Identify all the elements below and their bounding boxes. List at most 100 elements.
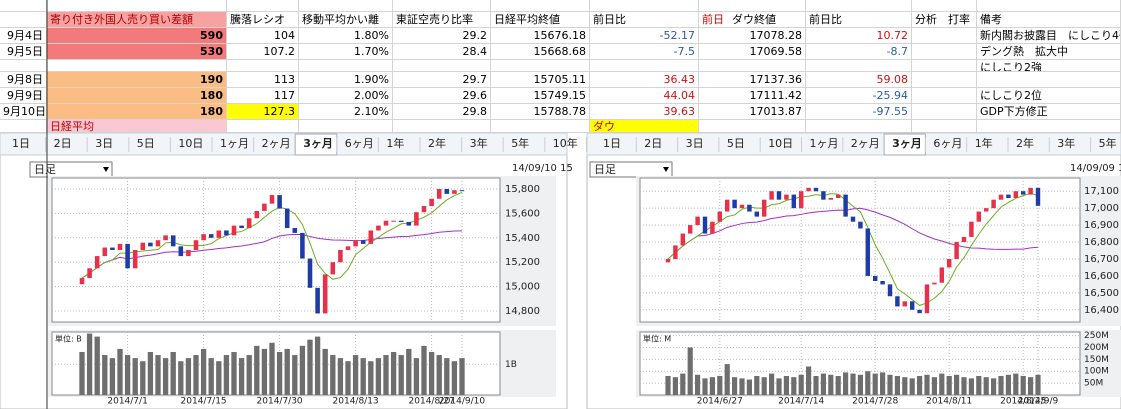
y-tick-label: 17,100	[1084, 186, 1119, 197]
period-tab[interactable]: 3年	[470, 136, 488, 150]
data-cell: 180	[47, 88, 227, 104]
volume-bar	[254, 345, 260, 395]
candle	[887, 284, 893, 297]
period-tab[interactable]: 1日	[603, 137, 621, 150]
candle	[946, 258, 952, 268]
candle	[429, 198, 434, 207]
volume-bar	[276, 351, 283, 395]
volume-bar	[954, 374, 960, 395]
data-cell	[590, 60, 699, 72]
period-select[interactable]	[589, 161, 673, 178]
period-tab[interactable]: 2日	[644, 137, 662, 150]
candle	[186, 250, 191, 257]
period-tab[interactable]: 3年	[1057, 136, 1075, 150]
volume-unit: 単位: M	[643, 334, 671, 344]
volume-bar	[421, 345, 427, 395]
candle	[421, 206, 427, 213]
volume-bar	[444, 358, 450, 395]
cell	[299, 0, 393, 12]
volume-bar	[223, 355, 230, 395]
volume-bar	[79, 351, 85, 395]
period-tab[interactable]: 5年	[1099, 136, 1117, 150]
volume-tick-label: 150M	[1084, 355, 1109, 365]
period-tab[interactable]: 3日	[95, 137, 113, 150]
period-tab[interactable]: 10日	[178, 137, 203, 150]
volume-bar	[322, 348, 328, 395]
volume-bar	[246, 355, 252, 395]
candle	[776, 191, 782, 200]
period-tab[interactable]: 2ヶ月	[851, 137, 880, 150]
volume-bar	[208, 358, 214, 395]
period-tab[interactable]: 3ヶ月	[892, 137, 922, 150]
volume-bar	[307, 339, 313, 395]
period-tab[interactable]: 10年	[553, 136, 578, 150]
y-tick-label: 15,200	[505, 257, 540, 268]
volume-bar	[337, 358, 344, 395]
volume-bar	[695, 374, 701, 395]
volume-bar	[865, 371, 871, 395]
volume-bar	[390, 351, 397, 395]
candle	[1006, 194, 1011, 198]
volume-bar	[406, 348, 412, 395]
y-tick-label: 15,000	[505, 282, 540, 293]
period-tab[interactable]: 5日	[137, 137, 155, 150]
candle	[307, 258, 313, 288]
x-tick-label: 2014/9/9	[1018, 397, 1059, 407]
candle	[917, 309, 922, 314]
period-tab[interactable]: 5年	[511, 136, 529, 150]
cell	[47, 0, 227, 12]
candle	[300, 232, 305, 259]
volume-bar	[857, 374, 863, 395]
volume-bar	[754, 375, 760, 395]
candle	[806, 187, 811, 192]
data-cell: -25.94	[806, 88, 912, 104]
candle	[695, 216, 700, 226]
y-tick-label: 15,800	[505, 184, 540, 195]
candle	[828, 197, 834, 200]
period-tab[interactable]: 2年	[428, 136, 446, 150]
volume-bar	[968, 378, 974, 395]
period-tab[interactable]: 2日	[54, 137, 72, 150]
x-tick-label: 2014/7/14	[778, 397, 824, 407]
period-tab[interactable]: 1ヶ月	[810, 137, 839, 150]
period-tab[interactable]: 2年	[1016, 136, 1034, 150]
candle	[1013, 191, 1019, 198]
candle	[170, 235, 176, 247]
candle	[710, 221, 715, 234]
volume-bar	[269, 342, 275, 395]
candle	[791, 194, 797, 209]
candle	[292, 228, 298, 233]
volume-bar	[360, 358, 366, 395]
candle	[132, 250, 138, 269]
volume-bar	[102, 355, 108, 395]
y-tick-label: 16,400	[1084, 305, 1119, 316]
period-tab[interactable]: 3ヶ月	[303, 137, 333, 150]
data-cell: 15676.18	[491, 28, 590, 44]
data-cell: 44.04	[590, 88, 699, 104]
candle	[201, 234, 206, 241]
volume-bar	[924, 374, 930, 395]
volume-bar	[776, 378, 782, 395]
period-tab[interactable]: 1日	[12, 137, 30, 150]
period-tab[interactable]: 1年	[386, 136, 404, 150]
data-cell: 15788.78	[491, 104, 590, 120]
data-cell: 39.63	[590, 104, 699, 120]
candle	[821, 191, 826, 200]
period-tab[interactable]: 3日	[686, 137, 704, 150]
volume-tick-label: 1B	[505, 360, 517, 370]
period-tab[interactable]: 10日	[768, 137, 793, 150]
dropdown-arrow	[663, 167, 669, 172]
candle	[747, 204, 752, 212]
candle	[983, 208, 989, 212]
volume-bar	[292, 355, 298, 395]
volume-bar	[185, 358, 192, 395]
period-tab[interactable]: 1年	[975, 136, 993, 150]
period-tab[interactable]: 6ヶ月	[345, 137, 374, 150]
volume-bar	[238, 358, 245, 395]
period-tab[interactable]: 6ヶ月	[933, 137, 962, 150]
period-tab[interactable]: 5日	[727, 137, 745, 150]
period-tab[interactable]: 2ヶ月	[262, 137, 291, 150]
x-tick-label: 2014/7/1	[107, 397, 147, 407]
cell	[699, 0, 806, 12]
period-tab[interactable]: 1ヶ月	[220, 137, 249, 150]
